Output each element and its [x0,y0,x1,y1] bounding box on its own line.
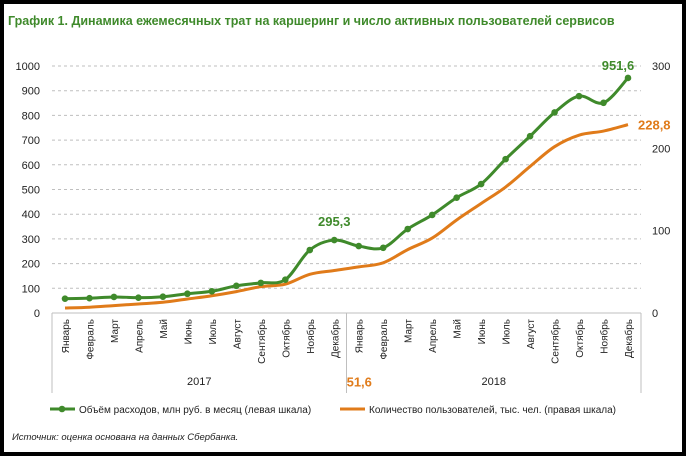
users-line [64,123,629,310]
y-left-tick-label: 0 [34,308,40,320]
month-label: Май [453,319,464,339]
y-right-tick-label: 200 [652,143,670,155]
spending-marker [208,287,216,295]
y-left-tick-label: 700 [22,135,40,147]
month-label: Май [159,319,170,339]
year-label: 2018 [482,376,506,388]
legend-marker-spending [58,405,66,413]
y-left-tick-label: 400 [22,209,40,221]
spending-marker [379,244,387,252]
month-label: Март [404,319,415,343]
spending-marker [624,74,632,82]
data-label: 951,6 [602,58,635,73]
data-label: 228,8 [638,118,671,133]
spending-marker [184,290,191,298]
spending-marker [233,282,240,290]
month-label: Ноябрь [599,319,611,354]
chart-title: График 1. Динамика ежемесячных трат на к… [8,14,615,28]
month-label: Октябрь [574,319,586,358]
legend-label-users: Количество пользователей, тыс. чел. (пра… [369,405,616,416]
y-left-tick-label: 600 [22,160,40,172]
month-label: Июль [208,319,219,345]
spending-marker [306,246,314,254]
y-right-tick-label: 0 [652,308,658,320]
month-label: Январь [355,319,366,353]
spending-marker [110,293,118,301]
month-label: Июнь [183,319,194,344]
y-right-tick-label: 100 [652,226,670,238]
month-label: Август [526,319,537,350]
spending-marker [282,276,289,283]
spending-marker [526,132,534,140]
month-label: Апрель [134,319,145,353]
spending-marker [477,180,485,188]
chart-svg: 0 100 200 300 400 500 600 700 800 900 1000 0 100 200 3… [16,58,671,416]
month-label: Февраль [85,319,96,360]
month-label: Апрель [428,319,439,353]
month-label: Июль [502,319,513,345]
spending-marker [502,155,509,163]
spending-marker [61,295,69,302]
spending-marker [575,92,583,100]
spending-marker [600,99,607,107]
spending-marker [135,294,142,301]
spending-marker [257,279,265,287]
y-left-tick-label: 1000 [16,61,40,73]
y-left-tick-label: 800 [22,110,40,122]
chart-frame: График 1. Динамика ежемесячных трат на к… [4,4,682,452]
data-label: 295,3 [318,214,351,229]
legend-label-spending: Объём расходов, млн руб. в месяц (левая … [79,404,311,416]
spending-marker [428,211,436,219]
month-label: Октябрь [280,319,292,358]
spending-marker [159,293,167,300]
spending-marker [86,294,93,302]
spending-marker [404,225,411,233]
spending-marker [453,194,460,201]
month-label: Февраль [379,319,390,360]
y-left-tick-label: 200 [22,259,40,271]
spending-marker [551,109,558,116]
month-label: Сентябрь [550,319,562,364]
month-label: Декабрь [623,319,635,358]
month-label: Июнь [477,319,488,344]
y-left-tick-label: 300 [22,234,40,246]
month-label: Декабрь [329,319,341,358]
y-left-tick-label: 100 [22,283,40,295]
month-label: Март [110,319,121,343]
spending-marker [330,236,338,244]
month-label: Сентябрь [256,319,268,364]
month-label: Август [232,319,243,350]
y-right-tick-label: 300 [652,61,670,73]
month-label: Ноябрь [305,319,317,354]
source-note: Источник: оценка основана на данных Сбер… [12,432,239,443]
y-left-tick-label: 900 [22,86,40,98]
year-label: 2017 [187,376,211,388]
spending-line [64,76,630,301]
month-label: Январь [61,319,72,353]
spending-marker [355,242,363,250]
y-left-tick-label: 500 [22,185,40,197]
data-label: 51,6 [347,375,372,390]
